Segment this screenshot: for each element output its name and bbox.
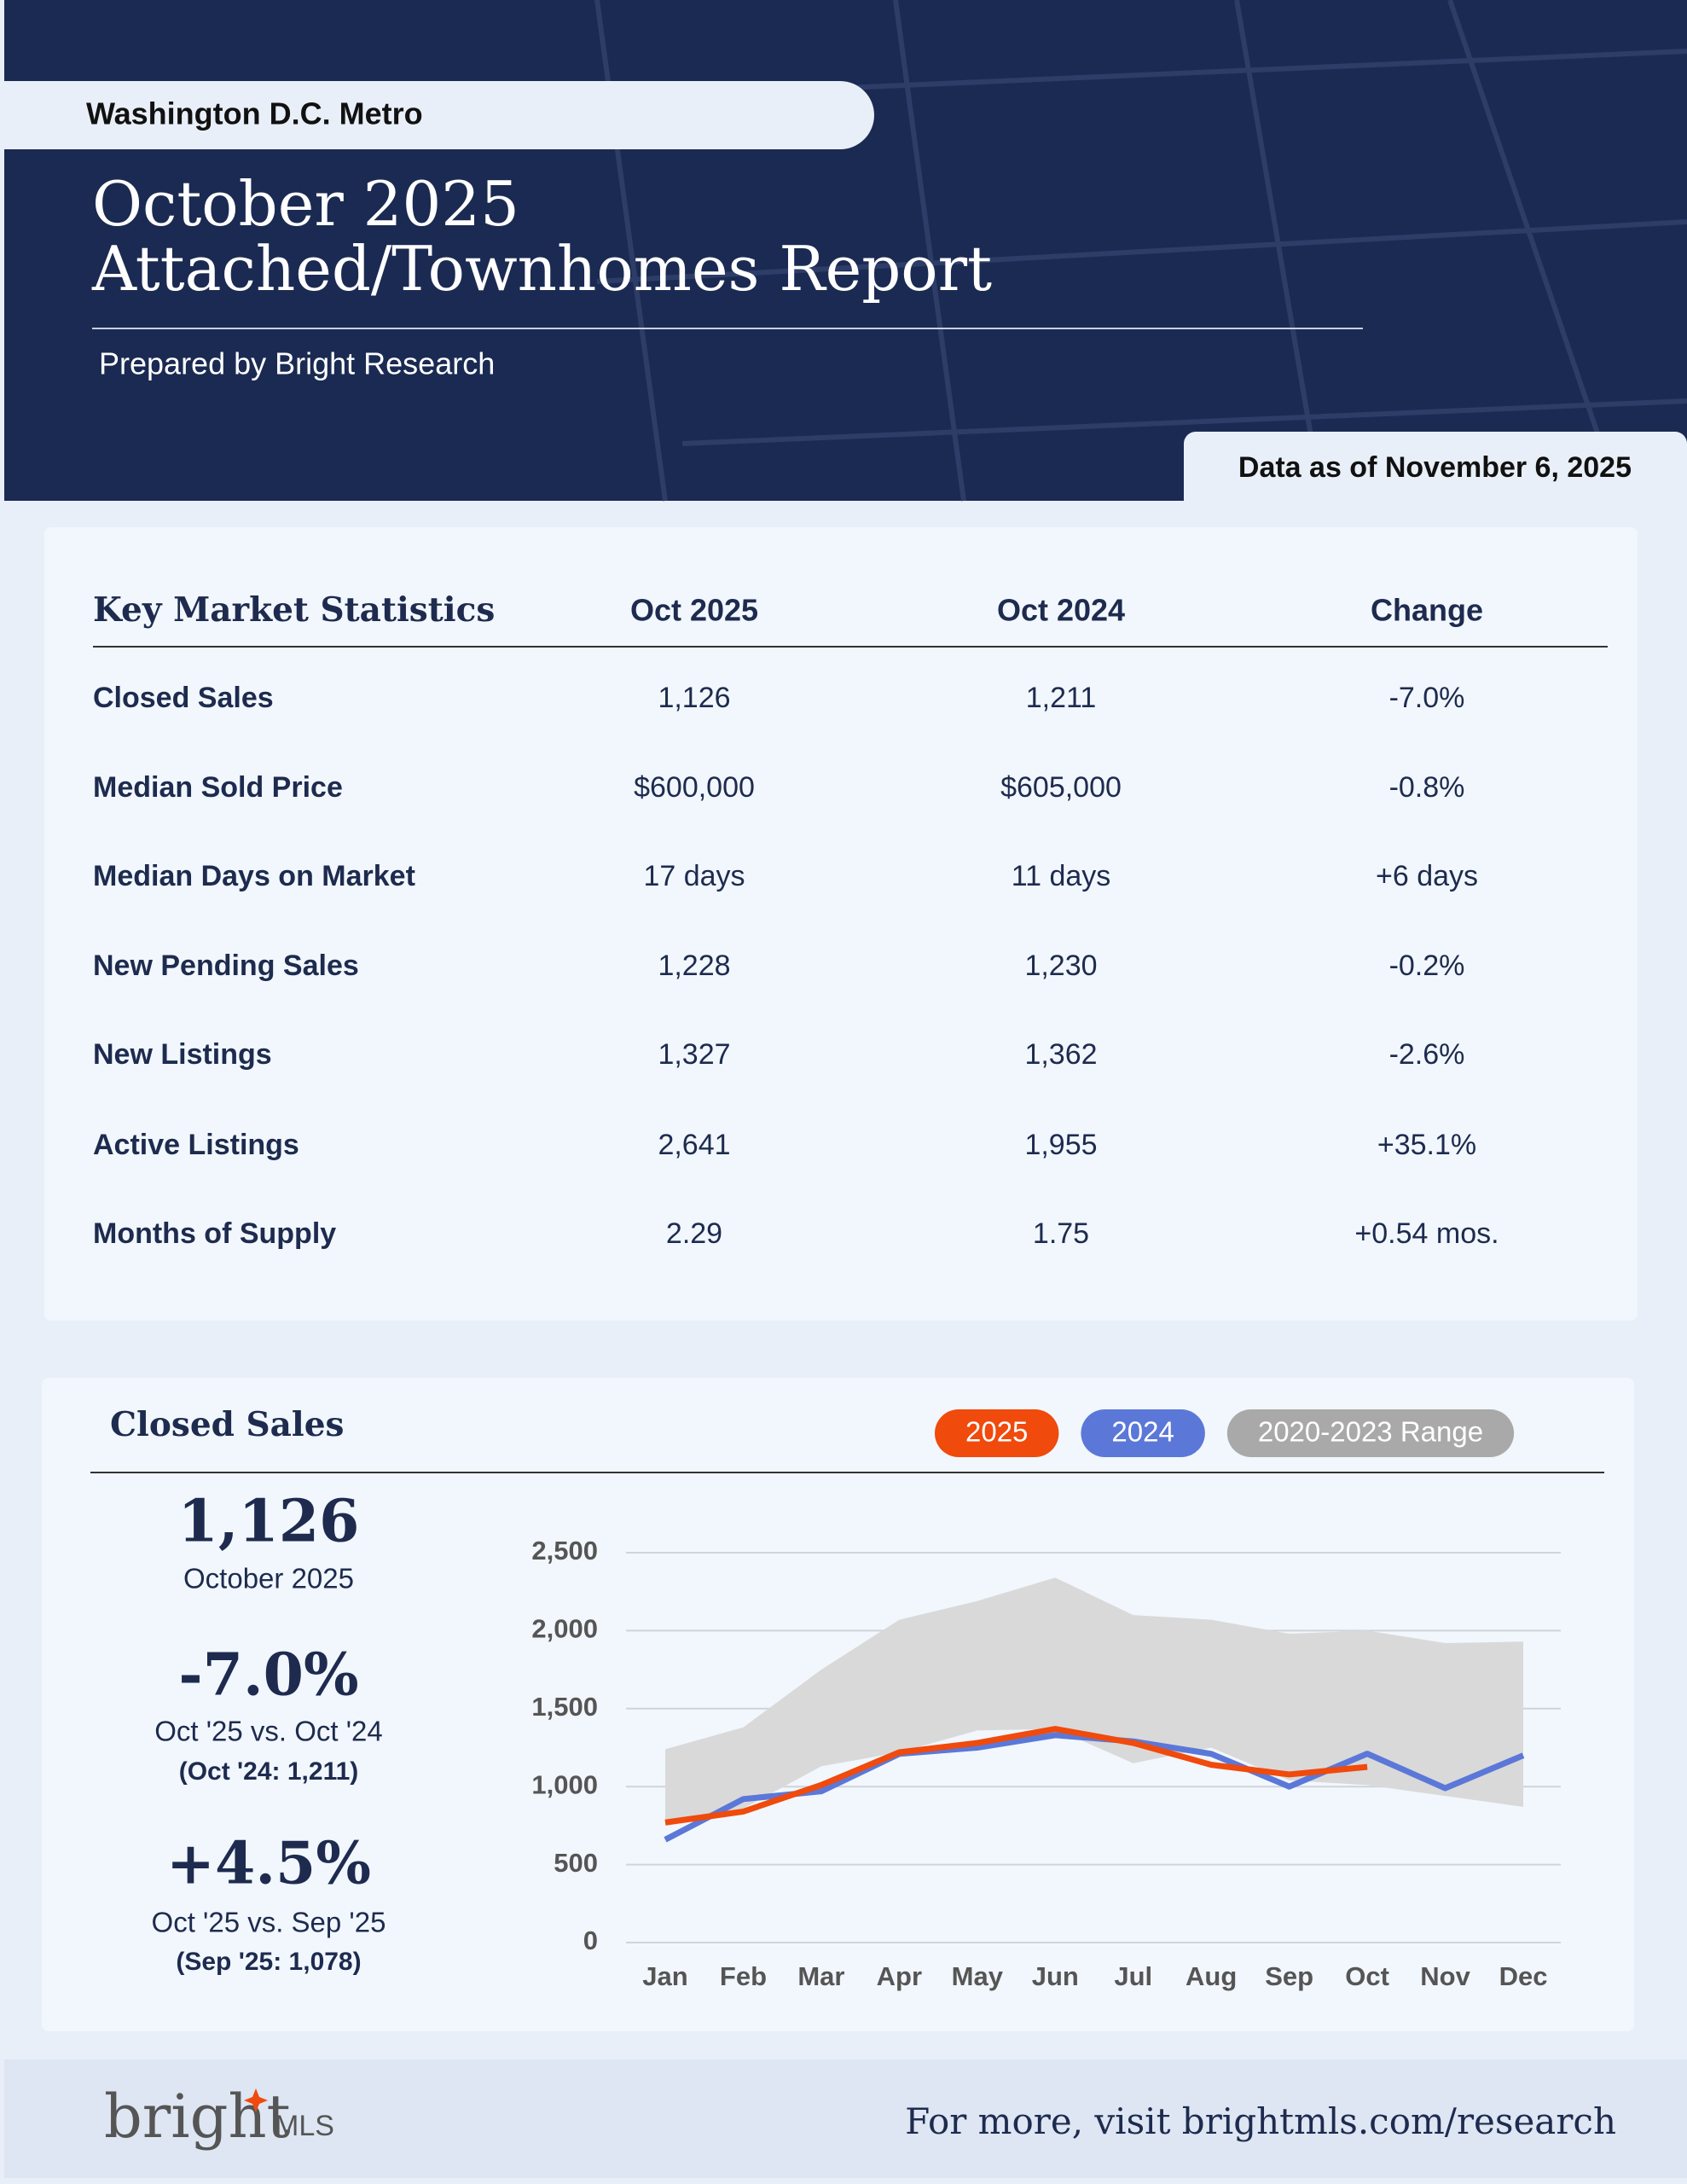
title-line2: Attached/Townhomes Report	[91, 233, 992, 305]
row-label: New Listings	[93, 1038, 272, 1071]
yoy-prior: (Oct '24: 1,211)	[179, 1757, 359, 1786]
mom-change: +4.5%	[166, 1830, 371, 1898]
column-header: Oct 2024	[997, 593, 1125, 628]
legend-pill	[935, 1409, 1059, 1457]
summary-caption: October 2025	[183, 1563, 354, 1594]
x-tick-label: Dec	[1499, 1961, 1548, 1991]
summary: 1,126 October 2025 -7.0% Oct '25 vs. Oct…	[152, 1488, 386, 1976]
mom-prior: (Sep '25: 1,078)	[176, 1948, 361, 1976]
table-cell: +6 days	[1376, 860, 1478, 892]
y-tick-label: 2,000	[531, 1614, 598, 1644]
x-tick-label: Jun	[1032, 1961, 1079, 1991]
x-tick-label: Aug	[1186, 1961, 1237, 1991]
column-header: Oct 2025	[630, 593, 758, 628]
table-cell: -0.2%	[1389, 950, 1465, 982]
table-cell: 2.29	[666, 1217, 722, 1250]
x-tick-label: Sep	[1265, 1961, 1313, 1991]
region: Washington D.C. Metro	[86, 96, 423, 131]
table-cell: -2.6%	[1389, 1038, 1465, 1071]
y-tick-label: 500	[554, 1848, 598, 1878]
legend-label: 2020-2023 Range	[1258, 1416, 1483, 1448]
x-tick-label: Apr	[877, 1961, 922, 1991]
x-tick-label: Jan	[642, 1961, 687, 1991]
x-tick-label: Feb	[720, 1961, 767, 1991]
table-cell: 1,327	[658, 1038, 730, 1071]
footer-bg	[4, 2059, 1687, 2178]
y-tick-label: 0	[583, 1926, 598, 1955]
row-label: Active Listings	[93, 1129, 299, 1161]
legend: 2025 2024 2020-2023 Range	[935, 1409, 1515, 1457]
region-pill	[4, 81, 874, 149]
table-cell: $600,000	[634, 771, 755, 804]
chart: 0 500 1,000 1,500 2,000 2,500 Jan Feb Mar Apr May J…	[531, 1536, 1561, 1991]
row-label: Months of Supply	[93, 1217, 336, 1250]
table-cell: 17 days	[643, 860, 745, 892]
range-band	[665, 1577, 1523, 1825]
table-cell: 1.75	[1033, 1217, 1089, 1250]
y-tick-label: 2,500	[531, 1536, 598, 1565]
logo-star	[244, 2088, 268, 2112]
table-cell: 2,641	[658, 1129, 730, 1161]
table-cell: 1,211	[1026, 682, 1097, 714]
table-cell: +0.54 mos.	[1354, 1217, 1499, 1250]
x-tick-label: May	[952, 1961, 1004, 1991]
summary-value: 1,126	[178, 1488, 360, 1556]
data-date: Data as of November 6, 2025	[1238, 451, 1632, 484]
row-label: Closed Sales	[93, 682, 274, 714]
table-cell: 1,230	[1024, 950, 1097, 982]
legend-label: 2025	[965, 1416, 1028, 1448]
x-tick-label: Oct	[1345, 1961, 1389, 1991]
table-cell: -0.8%	[1389, 771, 1465, 804]
yoy-caption: Oct '25 vs. Oct '24	[154, 1716, 383, 1747]
row-label: New Pending Sales	[93, 950, 359, 982]
column-header: Change	[1371, 593, 1483, 628]
table-card	[44, 527, 1638, 1321]
date-tab-base	[1184, 478, 1687, 503]
x-tick-label: Nov	[1420, 1961, 1470, 1991]
logo: bright	[104, 2082, 291, 2152]
region-pill-edge	[4, 81, 55, 149]
row-label: Median Days on Market	[93, 860, 415, 892]
footer-link[interactable]: For more, visit brightmls.com/research	[905, 2100, 1616, 2142]
table-cell: 1,955	[1024, 1129, 1097, 1161]
header-pattern	[511, 0, 1687, 502]
title-line1: October 2025	[92, 168, 519, 240]
logo-suffix: MLS	[275, 2110, 334, 2142]
yoy-change: -7.0%	[178, 1641, 358, 1710]
y-tick-label: 1,000	[531, 1769, 598, 1799]
legend-pill	[1081, 1409, 1205, 1457]
mom-caption: Oct '25 vs. Sep '25	[152, 1907, 386, 1938]
legend-pill	[1226, 1409, 1515, 1457]
legend-label: 2024	[1111, 1416, 1174, 1448]
prepared-by: Prepared by Bright Research	[99, 346, 495, 381]
y-tick-label: 1,500	[531, 1692, 598, 1722]
table-cell: 1,362	[1024, 1038, 1097, 1071]
x-tick-label: Mar	[797, 1961, 844, 1991]
series-line	[664, 1726, 1368, 1826]
table-cell: +35.1%	[1377, 1129, 1476, 1161]
table-cell: -7.0%	[1389, 682, 1465, 714]
table-cell: $605,000	[1000, 771, 1122, 804]
row-label: Median Sold Price	[93, 771, 343, 804]
table-cell: 1,126	[658, 682, 730, 714]
column-header: Key Market Statistics	[93, 590, 495, 630]
table-cell: 11 days	[1012, 860, 1111, 892]
table-cell: 1,228	[658, 950, 730, 982]
chart-title: Closed Sales	[110, 1405, 345, 1444]
stats-table: Key Market Statistics Oct 2025 Oct 2024 Cha…	[93, 590, 1499, 1250]
x-tick-label: Jul	[1114, 1961, 1152, 1991]
